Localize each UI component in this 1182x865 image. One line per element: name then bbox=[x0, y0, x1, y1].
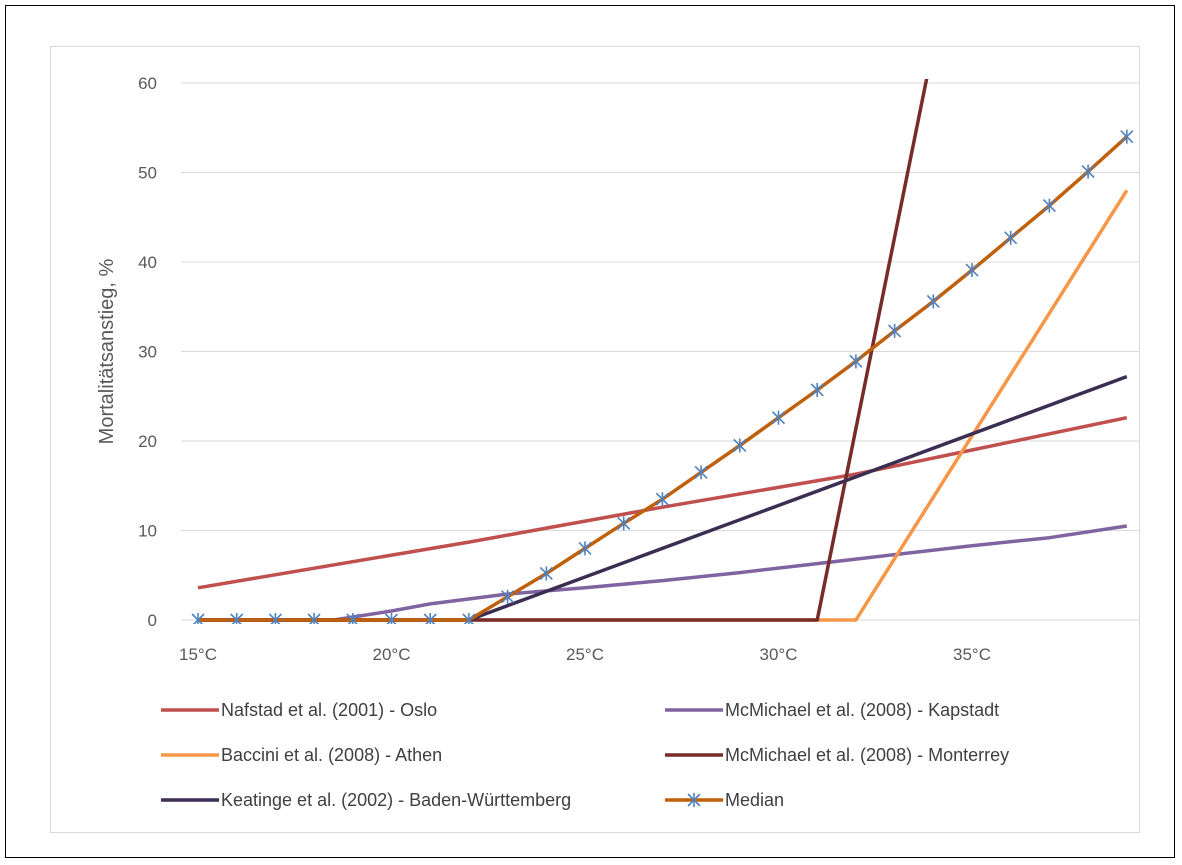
legend-item: McMichael et al. (2008) - Kapstadt bbox=[665, 700, 999, 720]
gridlines bbox=[181, 82, 1139, 621]
legend-item: McMichael et al. (2008) - Monterrey bbox=[665, 745, 1009, 765]
x-tick-label: 30°C bbox=[760, 645, 798, 664]
median-point bbox=[771, 410, 786, 425]
y-tick-label: 60 bbox=[138, 74, 157, 93]
median-point bbox=[423, 613, 437, 624]
y-axis-ticks: 0 10 20 30 40 50 60 bbox=[138, 74, 157, 630]
median-point bbox=[230, 613, 244, 624]
legend: Nafstad et al. (2001) - Oslo McMichael et… bbox=[161, 700, 1009, 810]
x-tick-label: 35°C bbox=[953, 645, 991, 664]
legend-item: Baccini et al. (2008) - Athen bbox=[161, 745, 442, 765]
median-point bbox=[965, 263, 979, 278]
legend-label: Keatinge et al. (2002) - Baden-Württembe… bbox=[221, 790, 571, 810]
x-axis-ticks: 15°C 20°C 25°C 30°C 35°C bbox=[179, 645, 991, 664]
median-point bbox=[655, 492, 669, 507]
series-lines bbox=[191, 79, 1134, 624]
figure-frame: 0 10 20 30 40 50 60 15°C 20°C 25°C 30°C 35°C Morta… bbox=[5, 5, 1175, 858]
median-point bbox=[346, 613, 360, 624]
median-point bbox=[1042, 198, 1056, 213]
median-point bbox=[307, 613, 321, 624]
series-line-3 bbox=[198, 189, 1129, 622]
series-line-1 bbox=[197, 415, 1128, 590]
legend-label: McMichael et al. (2008) - Kapstadt bbox=[725, 700, 999, 720]
y-tick-label: 10 bbox=[138, 522, 157, 541]
legend-marker bbox=[687, 793, 701, 807]
y-tick-label: 0 bbox=[148, 611, 157, 630]
median-point bbox=[191, 613, 205, 624]
series-line-4 bbox=[198, 79, 929, 622]
median-point bbox=[617, 516, 631, 531]
y-tick-label: 30 bbox=[138, 343, 157, 362]
legend-label: Baccini et al. (2008) - Athen bbox=[221, 745, 442, 765]
median-point bbox=[1081, 164, 1095, 179]
median-point bbox=[268, 613, 282, 624]
line-chart: 0 10 20 30 40 50 60 15°C 20°C 25°C 30°C 35°C Morta… bbox=[96, 74, 1139, 810]
median-point bbox=[926, 294, 940, 309]
median-point bbox=[810, 382, 824, 397]
legend-item: Median bbox=[665, 790, 784, 810]
x-tick-label: 20°C bbox=[373, 645, 411, 664]
median-point bbox=[849, 354, 863, 369]
chart-area: 0 10 20 30 40 50 60 15°C 20°C 25°C 30°C 35°C Morta… bbox=[50, 46, 1140, 833]
median-point bbox=[733, 438, 747, 453]
legend-item: Nafstad et al. (2001) - Oslo bbox=[161, 700, 437, 720]
median-point bbox=[694, 465, 708, 480]
median-point bbox=[539, 566, 553, 581]
median-point bbox=[501, 589, 515, 604]
y-axis-title: Mortalitätsanstieg, % bbox=[96, 258, 118, 444]
median-point bbox=[578, 541, 592, 556]
legend-item: Keatinge et al. (2002) - Baden-Württembe… bbox=[161, 790, 571, 810]
legend-label: McMichael et al. (2008) - Monterrey bbox=[725, 745, 1009, 765]
legend-label: Median bbox=[725, 790, 784, 810]
y-tick-label: 20 bbox=[138, 432, 157, 451]
median-point bbox=[1120, 129, 1134, 144]
y-tick-label: 50 bbox=[138, 164, 157, 183]
legend-label: Nafstad et al. (2001) - Oslo bbox=[221, 700, 437, 720]
series-line-2 bbox=[198, 524, 1128, 622]
median-point bbox=[462, 613, 476, 624]
median-point bbox=[384, 613, 399, 624]
median-point bbox=[1004, 230, 1018, 245]
median-point bbox=[888, 323, 902, 338]
y-tick-label: 40 bbox=[138, 253, 157, 272]
x-tick-label: 15°C bbox=[179, 645, 217, 664]
x-tick-label: 25°C bbox=[566, 645, 604, 664]
